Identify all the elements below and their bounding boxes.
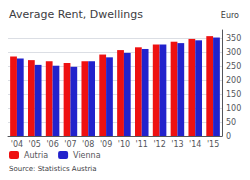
svg-text:Source: Statistics Austria: Source: Statistics Austria	[9, 165, 97, 173]
svg-text:100: 100	[226, 104, 241, 113]
svg-text:Average Rent, Dwellings: Average Rent, Dwellings	[9, 8, 143, 21]
svg-text:'15: '15	[207, 140, 219, 149]
svg-text:200: 200	[226, 76, 241, 85]
svg-text:'12: '12	[153, 140, 165, 149]
svg-text:150: 150	[226, 90, 241, 99]
svg-text:'11: '11	[136, 140, 148, 149]
svg-text:250: 250	[226, 62, 241, 71]
svg-text:'06: '06	[46, 140, 58, 149]
svg-text:'07: '07	[64, 140, 76, 149]
svg-text:Euro: Euro	[221, 11, 239, 20]
svg-text:0: 0	[226, 132, 231, 141]
svg-text:'04: '04	[11, 140, 23, 149]
svg-text:Autria: Autria	[24, 151, 48, 160]
svg-text:'13: '13	[171, 140, 183, 149]
svg-text:'10: '10	[118, 140, 130, 149]
svg-text:50: 50	[226, 118, 236, 127]
svg-text:'05: '05	[29, 140, 41, 149]
svg-text:'09: '09	[100, 140, 112, 149]
svg-text:300: 300	[226, 48, 241, 57]
svg-text:'14: '14	[189, 140, 201, 149]
svg-text:350: 350	[226, 34, 241, 43]
svg-text:Vienna: Vienna	[73, 151, 101, 160]
svg-text:'08: '08	[82, 140, 94, 149]
